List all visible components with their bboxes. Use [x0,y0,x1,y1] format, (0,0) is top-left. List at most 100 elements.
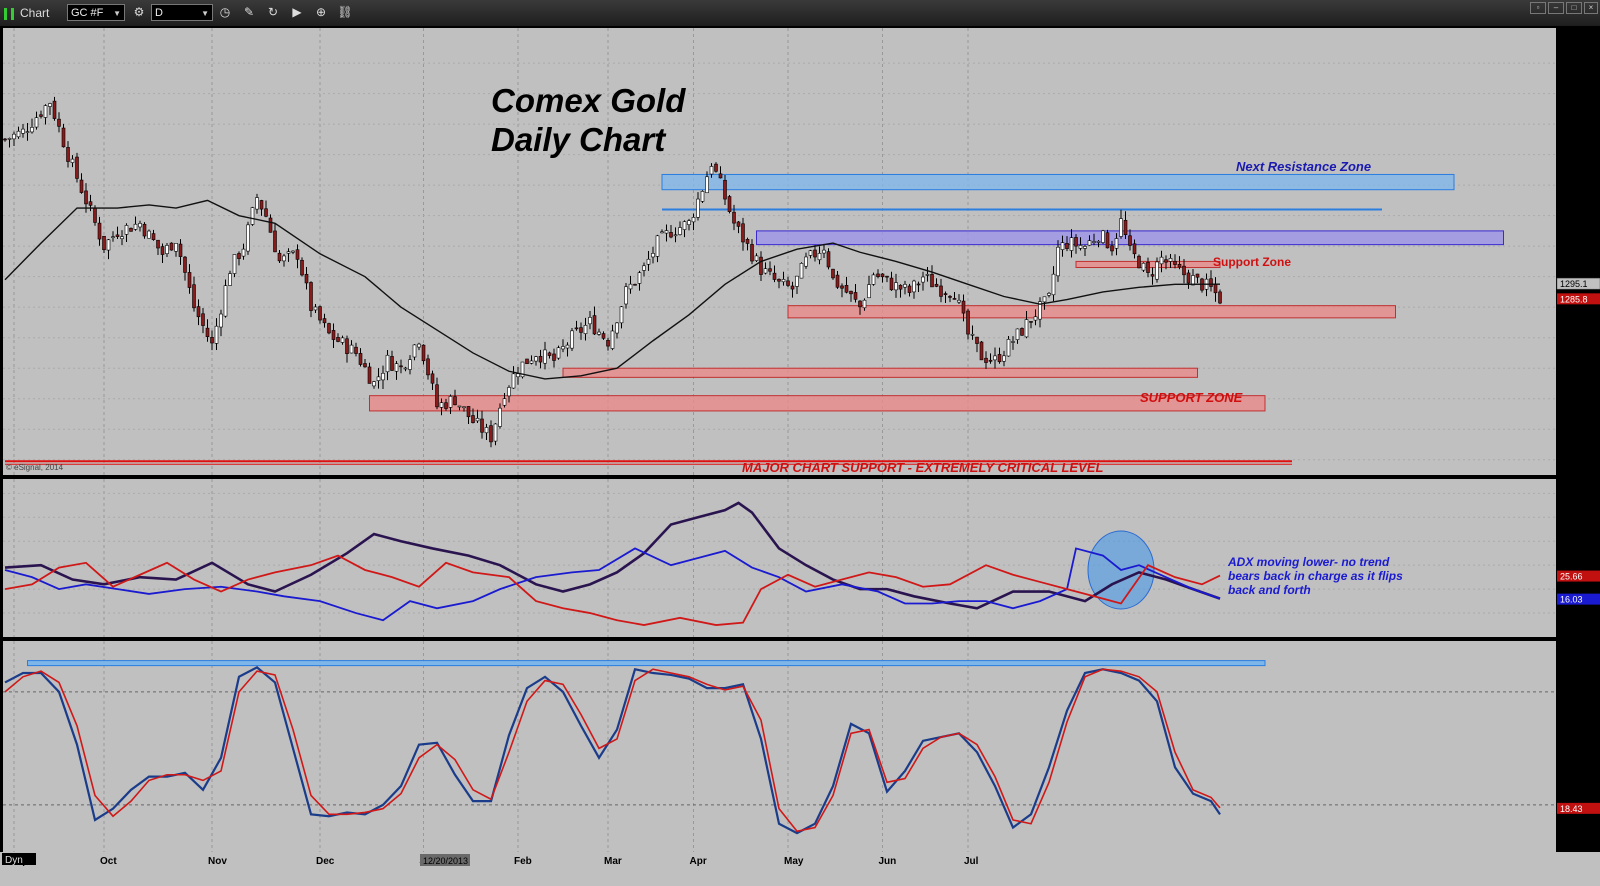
dyn-button[interactable] [2,853,36,865]
candle-down [345,338,349,355]
symbol-field[interactable]: GC #F ▼ [67,4,125,21]
candle-down [844,285,849,293]
refresh-icon[interactable]: ↻ [267,5,279,19]
support-zone-label: SUPPORT ZONE [1140,390,1243,405]
candle-down [606,340,610,347]
candle-down [102,235,106,251]
candle-up [1060,242,1065,250]
price-tick-label: 1200.0 [1560,425,1588,435]
price-tick-label: 1320.0 [1560,242,1588,252]
candle-down [97,222,102,240]
candle-up [894,282,898,291]
candle-up [255,197,259,210]
candle-up [691,217,696,223]
candle-down [988,359,993,362]
x-tick-label: Dec [316,856,335,867]
adx-line [4,501,1221,610]
candle-up [799,263,804,279]
settings-icon[interactable]: ⚙ [133,5,145,19]
candle-down [858,300,862,308]
candle-up [228,273,232,286]
candle-up [349,344,354,354]
candle-up [1011,341,1015,343]
candle-up [219,313,223,328]
candle-down [300,259,304,276]
x-tick-label: Feb [514,856,532,867]
minimize-icon[interactable]: – [1548,2,1564,14]
minus_di-line [4,554,1221,626]
candle-down [1110,245,1114,252]
candle-down [975,336,979,344]
adx-annotation-line-3: back and forth [1228,583,1311,597]
price-tick-label: 1400.0 [1560,120,1588,130]
candle-up [822,249,826,254]
interval-field[interactable]: D ▼ [151,4,213,21]
x-tick-label: Apr [690,856,707,867]
play-icon[interactable]: ▶ [292,5,302,19]
candle-down [777,278,781,282]
candle-down [853,292,858,300]
candle-down [489,425,493,443]
price-tick-label: 1180.0 [1560,456,1587,466]
close-icon[interactable]: × [1584,2,1598,14]
candle-down [786,280,790,286]
candle-up [1092,241,1096,243]
price-tick-label: 1420.0 [1560,90,1588,100]
candle-up [340,337,345,343]
candle-down [831,268,835,279]
candle-up [7,138,12,140]
candle-up [403,367,408,370]
candle-down [552,353,556,361]
candle-up [174,243,178,252]
candle-up [993,355,997,361]
support-zone [787,305,1396,319]
adx-tick-label: 40.00 [1560,537,1583,547]
candle-up [808,250,813,256]
candle-up [867,284,871,299]
chart-subtitle: Daily Chart [491,121,667,158]
restore-icon[interactable]: ▫ [1530,2,1546,14]
candle-down [66,147,70,162]
candle-down [840,285,844,289]
candle-down [669,232,673,238]
candle-up [1056,246,1060,277]
zoom-icon[interactable]: ⊕ [315,5,327,19]
x-tick-label: Jun [879,856,897,867]
pencil-icon[interactable]: ✎ [243,5,255,19]
candle-up [529,360,534,364]
candle-down [741,223,745,243]
candle-down [885,275,889,278]
candle-up [925,274,930,276]
interval-value: D [155,7,163,19]
candle-up [250,207,255,225]
candle-up [70,158,75,163]
clock-icon[interactable]: ◷ [219,5,231,19]
candle-up [1051,273,1056,296]
candle-down [196,306,201,318]
adx-panel [3,479,1556,637]
candle-up [1155,261,1159,280]
candle-down [336,337,340,342]
candle-up [484,427,489,434]
candle-down [1137,255,1141,269]
candle-down [961,300,966,314]
candle-up [223,285,228,317]
candle-down [129,227,133,232]
candle-up [534,356,538,362]
candle-down [160,246,165,255]
candle-down [273,230,277,253]
candle-up [1114,238,1119,249]
maximize-icon[interactable]: □ [1566,2,1582,14]
candle-up [475,418,480,422]
candle-up [394,363,399,372]
candle-up [642,265,646,271]
link-icon[interactable]: ⛓ [337,5,353,19]
candle-down [358,353,363,365]
app-title: Chart [20,6,50,20]
candle-down [934,283,939,287]
candle-up [610,330,615,349]
candle-down [889,277,894,291]
candle-down [187,272,192,288]
adx-last-box-2 [1557,593,1600,605]
price-tick-label: 1260.0 [1560,334,1588,344]
